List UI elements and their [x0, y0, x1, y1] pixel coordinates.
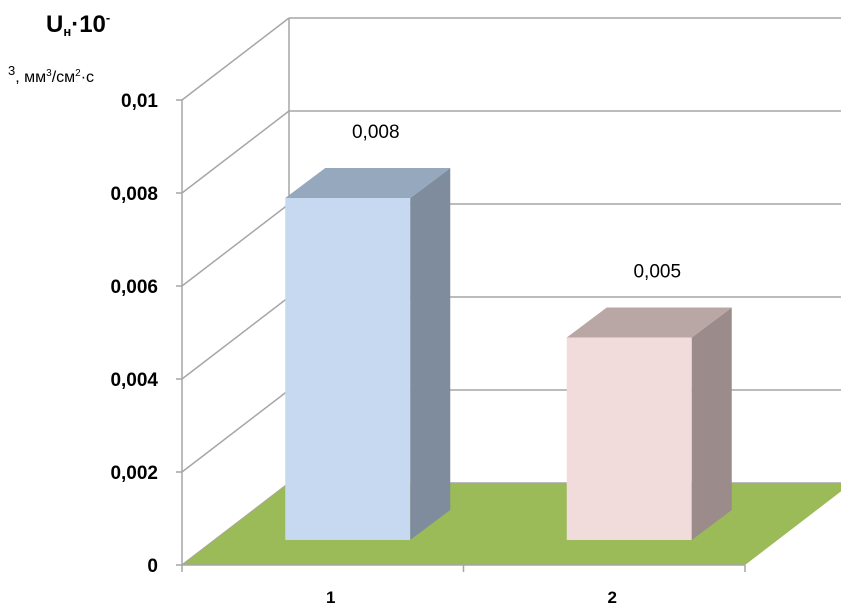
y-axis-title: Uн·10-	[46, 10, 111, 39]
bar-1: 0,008	[285, 122, 451, 540]
bar-top	[566, 307, 732, 338]
bar-side	[691, 307, 732, 540]
bar-front	[285, 198, 411, 540]
chart-walls	[181, 18, 290, 565]
y-axis-ticks: 0 0,002 0,004 0,006 0,008 0,01	[110, 91, 182, 577]
bar-2: 0,005	[566, 262, 732, 540]
y-tick-label: 0	[147, 556, 158, 577]
gridlines	[181, 17, 841, 566]
side-gridline	[181, 17, 290, 101]
bar-front	[566, 337, 692, 540]
y-tick-label: 0,006	[110, 277, 158, 298]
x-tick-label: 1	[326, 588, 335, 605]
side-gridline	[181, 389, 290, 473]
y-tick-label: 0,004	[110, 370, 158, 391]
y-tick-label: 0,01	[121, 91, 158, 112]
chart-floor	[182, 483, 841, 565]
bar-top	[285, 168, 451, 198]
bar-side	[410, 168, 451, 540]
data-label: 0,005	[633, 262, 681, 283]
bars: 0,008 0,005	[285, 122, 732, 540]
side-gridline	[181, 296, 290, 380]
x-tick-label: 2	[608, 588, 617, 605]
data-label: 0,008	[352, 122, 400, 143]
side-gridline	[181, 203, 290, 287]
side-gridline	[181, 110, 290, 194]
y-axis-unit: 3, мм3/см2·с	[8, 63, 95, 86]
y-tick-label: 0,002	[110, 463, 158, 484]
y-tick-label: 0,008	[110, 184, 158, 205]
